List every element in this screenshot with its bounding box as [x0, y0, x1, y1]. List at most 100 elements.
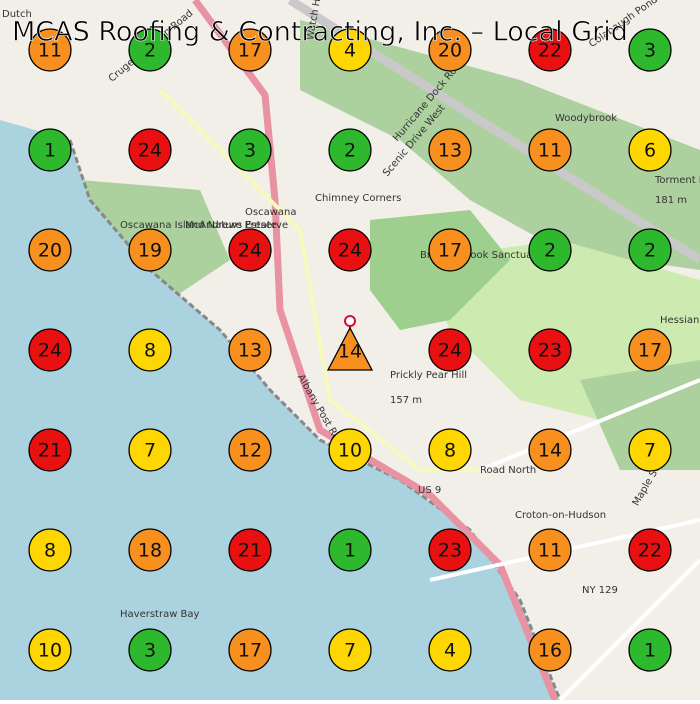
rank-label: 18 — [138, 540, 162, 562]
map-label: Prickly Pear Hill — [390, 370, 467, 381]
rank-marker — [128, 228, 172, 272]
rank-label: 20 — [38, 240, 62, 262]
rank-marker — [128, 628, 172, 672]
rank-marker — [628, 328, 672, 372]
location-pin — [344, 315, 356, 327]
rank-marker — [326, 326, 374, 371]
rank-marker — [528, 428, 572, 472]
rank-label: 2 — [144, 40, 156, 62]
rank-marker — [528, 28, 572, 72]
rank-marker — [128, 328, 172, 372]
rank-marker — [628, 128, 672, 172]
rank-label: 17 — [438, 240, 462, 262]
rank-label: 4 — [344, 40, 356, 62]
rank-marker — [528, 228, 572, 272]
rank-label: 24 — [238, 240, 262, 262]
rank-label: 20 — [438, 40, 462, 62]
rank-label: 14 — [338, 341, 362, 363]
rank-label: 7 — [644, 440, 656, 462]
rank-label: 23 — [438, 540, 462, 562]
rank-marker — [428, 428, 472, 472]
map-label: Road North — [480, 465, 536, 476]
map-label: Haverstraw Bay — [120, 609, 200, 620]
rank-marker — [28, 428, 72, 472]
rank-label: 16 — [538, 640, 562, 662]
rank-label: 10 — [38, 640, 62, 662]
rank-label: 21 — [238, 540, 262, 562]
rank-marker — [28, 228, 72, 272]
rank-marker — [128, 28, 172, 72]
rank-label: 2 — [544, 240, 556, 262]
rank-marker — [428, 628, 472, 672]
rank-marker — [228, 528, 272, 572]
rank-marker — [628, 28, 672, 72]
map-label: Torment Hill — [654, 175, 700, 186]
map-label: Oscawana — [245, 207, 296, 218]
highway — [192, 0, 559, 702]
rank-label: 6 — [644, 140, 656, 162]
rank-label: 19 — [138, 240, 162, 262]
sanctuary — [370, 210, 510, 330]
rank-label: 11 — [538, 140, 562, 162]
rank-label: 4 — [444, 640, 456, 662]
rank-label: 7 — [344, 640, 356, 662]
rank-marker — [228, 328, 272, 372]
rank-marker — [328, 628, 372, 672]
rank-marker — [228, 28, 272, 72]
rank-label: 3 — [244, 140, 256, 162]
rank-marker — [328, 228, 372, 272]
rank-marker — [228, 128, 272, 172]
rank-marker — [528, 128, 572, 172]
map-label: McAndrews Estate — [185, 220, 277, 231]
forest — [300, 20, 700, 270]
rank-label: 17 — [238, 40, 262, 62]
rank-marker — [528, 528, 572, 572]
rank-label: 3 — [144, 640, 156, 662]
rank-marker — [28, 128, 72, 172]
rank-marker — [628, 628, 672, 672]
map-label: US 9 — [418, 485, 441, 496]
rank-marker — [328, 128, 372, 172]
rank-marker — [128, 128, 172, 172]
map-label: Dutch — [2, 9, 32, 20]
rank-label: 8 — [144, 340, 156, 362]
rank-marker — [228, 228, 272, 272]
rank-marker — [228, 428, 272, 472]
rank-label: 22 — [538, 40, 562, 62]
rank-label: 13 — [438, 140, 462, 162]
rank-marker — [528, 628, 572, 672]
rank-label: 8 — [44, 540, 56, 562]
rank-label: 13 — [238, 340, 262, 362]
rank-marker — [428, 28, 472, 72]
rank-label: 24 — [138, 140, 162, 162]
road — [158, 88, 480, 472]
rank-label: 24 — [338, 240, 362, 262]
rank-marker — [328, 528, 372, 572]
rank-label: 2 — [644, 240, 656, 262]
rank-label: 11 — [38, 40, 62, 62]
map-label: NY 129 — [582, 585, 618, 596]
map-label: Oscawana Island Nature Preserve — [120, 220, 288, 231]
rank-label: 1 — [44, 140, 56, 162]
rank-label: 10 — [338, 440, 362, 462]
rank-label: 3 — [644, 40, 656, 62]
map-label: 181 m — [655, 195, 687, 206]
rank-label: 11 — [538, 540, 562, 562]
map-label: Croton-on-Hudson — [515, 510, 606, 521]
rank-label: 2 — [344, 140, 356, 162]
map-label: Brinton Brook Sanctuary — [420, 250, 542, 261]
rank-label: 21 — [38, 440, 62, 462]
rank-marker — [328, 28, 372, 72]
rank-marker — [228, 628, 272, 672]
rank-label: 24 — [438, 340, 462, 362]
rank-marker — [428, 128, 472, 172]
rank-marker — [28, 328, 72, 372]
rank-marker — [628, 228, 672, 272]
rank-label: 22 — [638, 540, 662, 562]
rank-label: 23 — [538, 340, 562, 362]
map-label: 157 m — [390, 395, 422, 406]
rank-marker — [528, 328, 572, 372]
map-label: Chimney Corners — [315, 193, 401, 204]
rank-label: 1 — [644, 640, 656, 662]
